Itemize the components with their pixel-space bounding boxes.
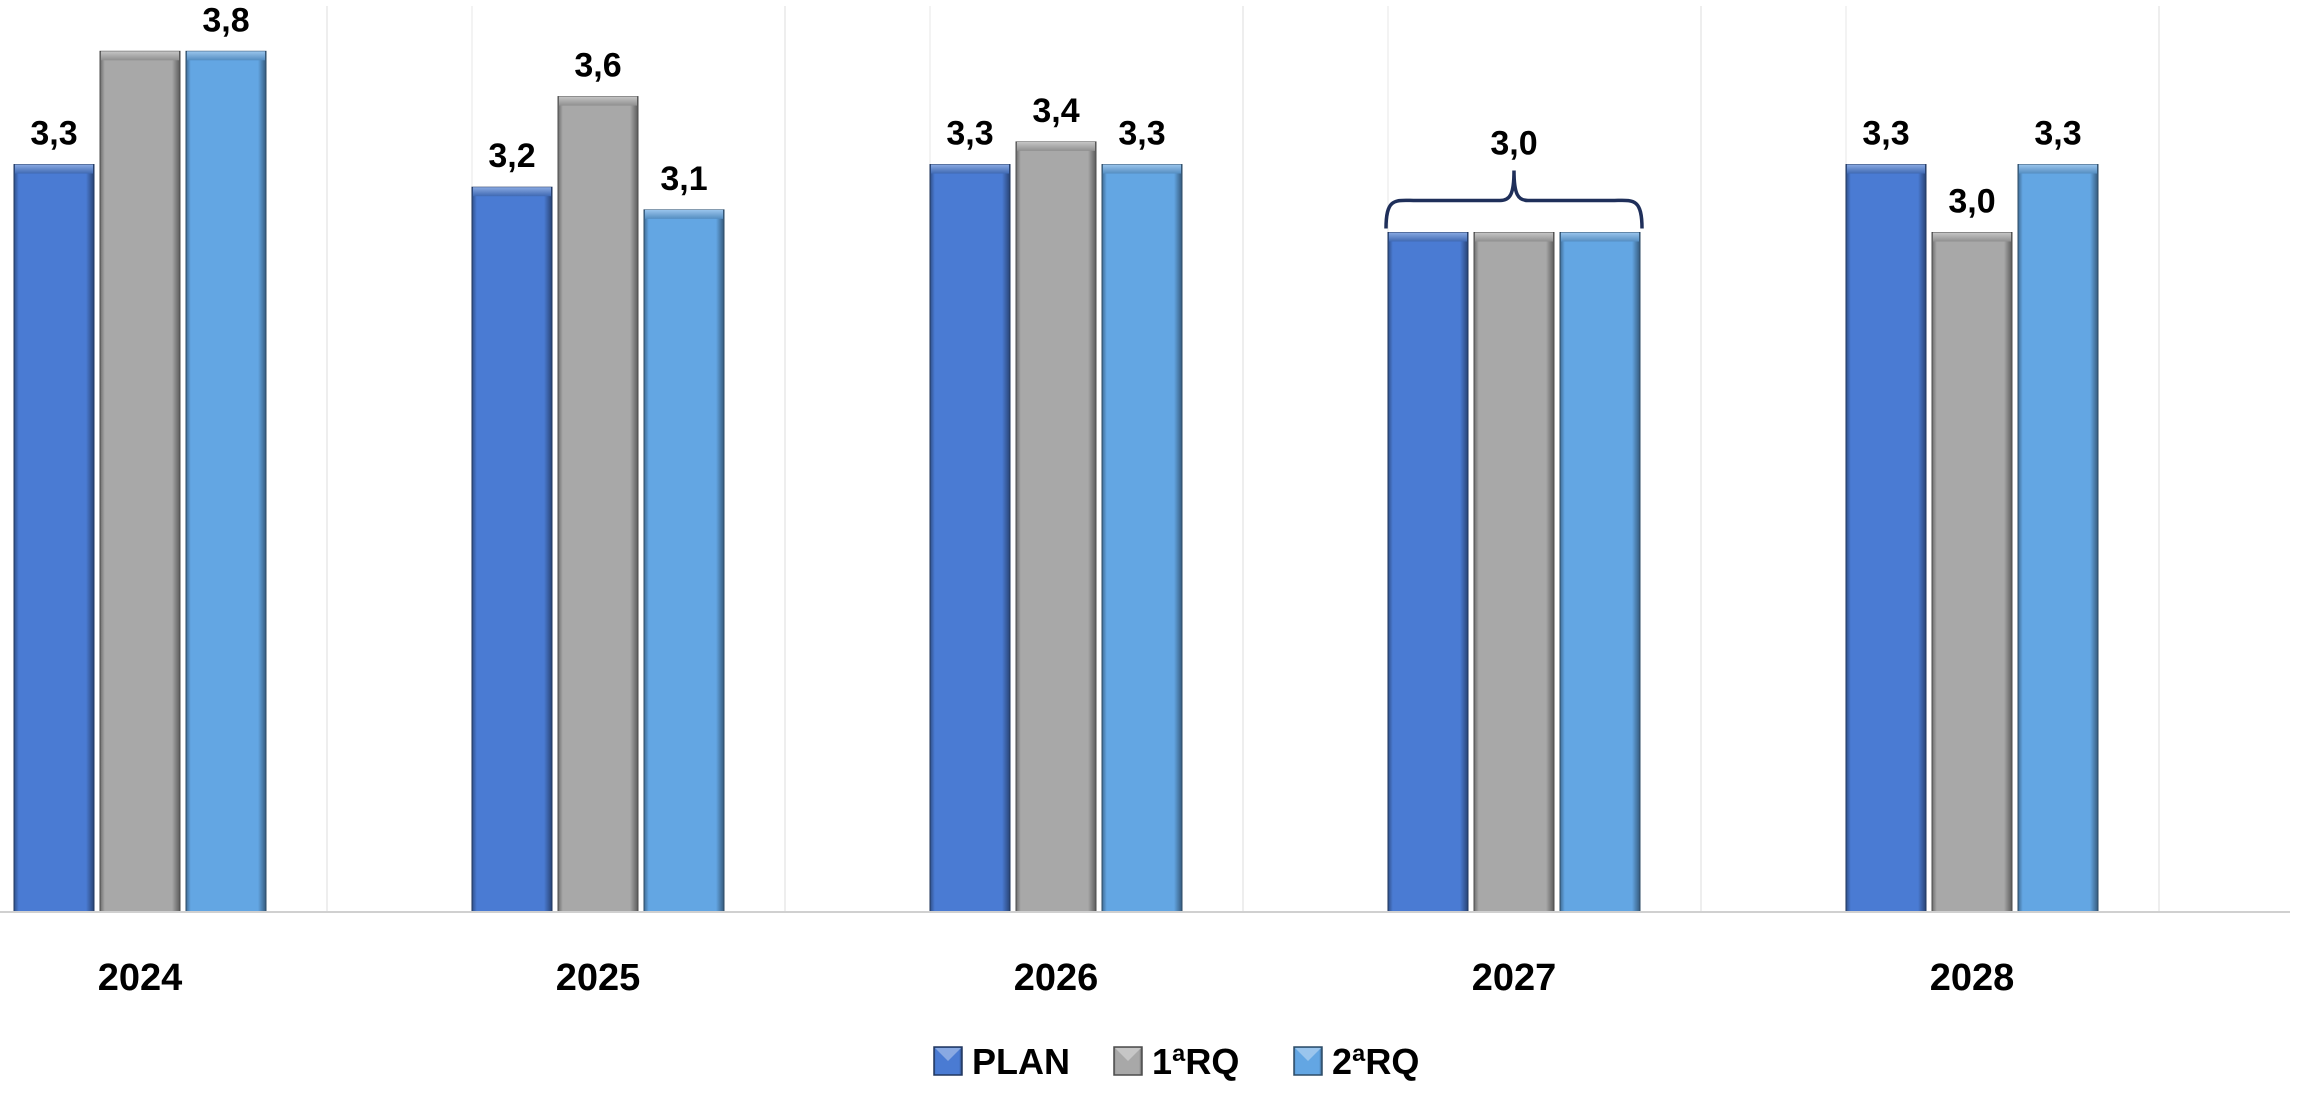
data-label-2-rq-2026: 3,3 [1118, 115, 1165, 153]
bar-2-rq-2026 [1101, 164, 1183, 913]
x-tick-label-2025: 2025 [556, 957, 641, 999]
data-label-2-rq-2024: 3,8 [202, 1, 249, 39]
bar-top-2-rq-2028 [2019, 164, 2097, 174]
bar-top-1-rq-2024 [101, 51, 179, 61]
annotation-brace-2027 [1384, 170, 1644, 229]
x-tick-label-2026: 2026 [1014, 957, 1099, 999]
data-label-plan-2026: 3,3 [946, 115, 993, 153]
bar-top-1-rq-2026 [1017, 141, 1095, 151]
data-label-plan-2025: 3,2 [488, 137, 535, 175]
bar-top-plan-2025 [473, 187, 551, 197]
bar-top-plan-2024 [15, 164, 93, 174]
bar-top-1-rq-2027 [1475, 232, 1553, 242]
bar-2-rq-2027 [1559, 232, 1641, 913]
data-labels-layer: 3,3 3,8 3,2 3,6 3,1 3,3 3,4 3,3 3,3 3,0 3,3 [30, 1, 2081, 220]
bar-top-plan-2028 [1847, 164, 1925, 174]
legend-label-1-rq: 1ªRQ [1152, 1041, 1239, 1082]
bar-1-rq-2027 [1473, 232, 1555, 913]
data-label-plan-2024: 3,3 [30, 115, 77, 153]
bar-top-1-rq-2025 [559, 96, 637, 106]
bar-plan-2028 [1845, 164, 1927, 913]
legend-swatch-highlight-plan [935, 1048, 961, 1061]
bar-top-plan-2026 [931, 164, 1009, 174]
bar-top-2-rq-2024 [187, 51, 265, 61]
bar-1-rq-2025 [557, 96, 639, 913]
x-tick-label-2027: 2027 [1472, 957, 1557, 999]
bar-top-2-rq-2025 [645, 209, 723, 219]
x-tick-label-2024: 2024 [98, 957, 183, 999]
legend-label-plan: PLAN [972, 1041, 1070, 1082]
data-label-plan-2028: 3,3 [1862, 115, 1909, 153]
legend-label-2-rq: 2ªRQ [1332, 1041, 1419, 1082]
bar-1-rq-2028 [1931, 232, 2013, 913]
annotation-layer: 3,0 [1384, 125, 1644, 229]
bar-2-rq-2025 [643, 209, 725, 913]
bar-top-1-rq-2028 [1933, 232, 2011, 242]
data-label-1-rq-2026: 3,4 [1032, 92, 1079, 130]
bar-plan-2025 [471, 186, 553, 913]
bar-top-plan-2027 [1389, 232, 1467, 242]
x-axis: 2024 2025 2026 2027 2028 [0, 911, 2290, 999]
bar-plan-2026 [929, 164, 1011, 913]
data-label-1-rq-2025: 3,6 [574, 47, 621, 85]
bar-top-2-rq-2027 [1561, 232, 1639, 242]
x-tick-label-2028: 2028 [1930, 957, 2015, 999]
data-label-2-rq-2028: 3,3 [2034, 115, 2081, 153]
data-label-2-rq-2025: 3,1 [660, 160, 707, 198]
bar-plan-2024 [13, 164, 95, 913]
bar-1-rq-2024 [99, 50, 181, 913]
bar-2-rq-2024 [185, 50, 267, 913]
legend-swatch-highlight-1-rq [1115, 1048, 1141, 1061]
bar-2-rq-2028 [2017, 164, 2099, 913]
annotation-label-2027: 3,0 [1490, 125, 1537, 163]
bar-plan-2027 [1387, 232, 1469, 913]
bars-layer [13, 50, 2099, 913]
bar-top-2-rq-2026 [1103, 164, 1181, 174]
data-label-1-rq-2028: 3,0 [1948, 183, 1995, 221]
legend-swatch-highlight-2-rq [1295, 1048, 1321, 1061]
legend: PLAN 1ªRQ 2ªRQ [933, 1041, 1419, 1082]
bar-1-rq-2026 [1015, 141, 1097, 913]
